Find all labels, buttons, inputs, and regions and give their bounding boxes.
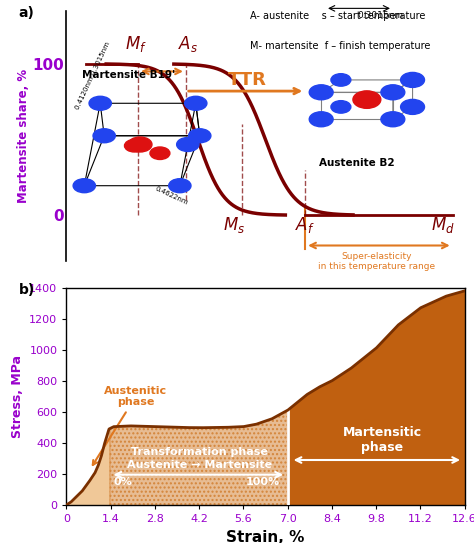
Text: $M_d$: $M_d$ bbox=[431, 216, 455, 235]
Circle shape bbox=[150, 147, 170, 160]
Text: $M_f$: $M_f$ bbox=[125, 34, 147, 54]
Text: $A_s$: $A_s$ bbox=[178, 34, 198, 54]
Text: A- austenite    s – start temperature: A- austenite s – start temperature bbox=[249, 11, 425, 21]
Circle shape bbox=[331, 100, 351, 113]
Text: $M_s$: $M_s$ bbox=[222, 216, 245, 235]
Circle shape bbox=[89, 96, 111, 110]
Text: 100%: 100% bbox=[245, 477, 279, 487]
Text: $A_f$: $A_f$ bbox=[295, 216, 315, 235]
Circle shape bbox=[128, 137, 152, 152]
Text: Martensitic
phase: Martensitic phase bbox=[343, 426, 422, 454]
Circle shape bbox=[169, 179, 191, 193]
Text: 0.3015nm: 0.3015nm bbox=[357, 11, 403, 20]
Text: 0.4622nm: 0.4622nm bbox=[154, 185, 189, 206]
Circle shape bbox=[73, 179, 95, 193]
Text: Austenitic
phase: Austenitic phase bbox=[93, 386, 167, 465]
Text: Temperature: Temperature bbox=[210, 288, 320, 303]
X-axis label: Strain, %: Strain, % bbox=[226, 529, 305, 543]
Circle shape bbox=[309, 85, 333, 100]
Text: a): a) bbox=[18, 6, 35, 20]
Text: Austenite → Martensite: Austenite → Martensite bbox=[127, 460, 272, 470]
Circle shape bbox=[184, 96, 207, 110]
Circle shape bbox=[189, 129, 211, 143]
Y-axis label: Martensite share, %: Martensite share, % bbox=[18, 68, 30, 203]
Text: Austenite B2: Austenite B2 bbox=[319, 157, 395, 168]
Circle shape bbox=[381, 85, 405, 100]
Y-axis label: Stress, MPa: Stress, MPa bbox=[10, 355, 24, 438]
Circle shape bbox=[93, 129, 115, 143]
Circle shape bbox=[125, 140, 145, 152]
Text: Transformation phase: Transformation phase bbox=[131, 447, 267, 457]
Text: Super-elasticity
in this temperature range: Super-elasticity in this temperature ran… bbox=[319, 251, 436, 271]
Text: 0.4120nm 0.3015nm: 0.4120nm 0.3015nm bbox=[74, 41, 111, 111]
Circle shape bbox=[401, 99, 425, 115]
Circle shape bbox=[353, 91, 381, 109]
Text: b): b) bbox=[18, 283, 35, 298]
Text: Martensite B19': Martensite B19' bbox=[82, 70, 175, 80]
Circle shape bbox=[401, 72, 425, 87]
Text: TTR: TTR bbox=[228, 71, 267, 89]
Text: 0%: 0% bbox=[114, 477, 133, 487]
Text: M- martensite  f – finish temperature: M- martensite f – finish temperature bbox=[249, 41, 430, 51]
Circle shape bbox=[177, 137, 199, 151]
Circle shape bbox=[309, 112, 333, 127]
Circle shape bbox=[331, 74, 351, 86]
Circle shape bbox=[381, 112, 405, 127]
